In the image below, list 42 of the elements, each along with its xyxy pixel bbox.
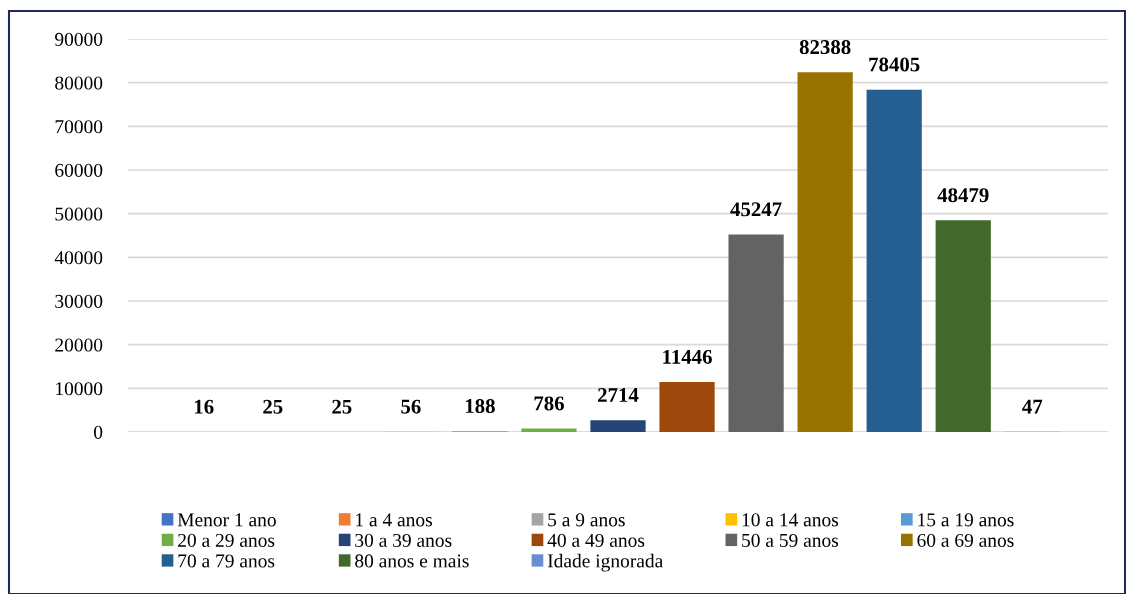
- legend-label: 30 a 39 anos: [355, 533, 452, 547]
- bar: [728, 234, 784, 432]
- legend-label: 1 a 4 anos: [356, 513, 432, 527]
- data-label: 25: [332, 399, 352, 414]
- data-label: 25: [263, 399, 283, 414]
- data-label: 11446: [663, 349, 712, 364]
- y-tick-label: 50000: [55, 207, 103, 221]
- legend-label: 40 a 49 anos: [547, 533, 645, 547]
- data-label: 2714: [598, 388, 639, 402]
- data-label: 82388: [799, 40, 851, 55]
- y-tick-label: 20000: [55, 338, 103, 352]
- data-label: 188: [465, 399, 495, 414]
- y-tick-label: 80000: [55, 76, 103, 90]
- bar: [659, 382, 715, 432]
- y-tick-label: 40000: [54, 251, 103, 265]
- legend-label: 5 a 9 anos: [548, 513, 625, 527]
- legend-label: 10 a 14 anos: [742, 513, 839, 527]
- legend-label: 70 a 79 anos: [178, 554, 275, 568]
- data-label: 48479: [937, 188, 989, 203]
- data-label: 47: [1022, 399, 1043, 414]
- legend-label: Idade ignorada: [547, 553, 663, 572]
- y-tick-label: 90000: [55, 32, 103, 46]
- data-label: 786: [534, 396, 564, 411]
- legend-label: 50 a 59 anos: [742, 533, 839, 547]
- data-label: 78405: [869, 57, 920, 72]
- data-label: 56: [401, 399, 421, 414]
- legend-label: 20 a 29 anos: [178, 533, 275, 547]
- bar: [590, 420, 646, 432]
- y-tick-label: 70000: [55, 120, 103, 134]
- y-tick-label: 60000: [55, 163, 103, 177]
- legend-label: 15 a 19 anos: [918, 513, 1014, 527]
- bar: [935, 220, 991, 432]
- legend-label: 60 a 69 anos: [917, 533, 1014, 547]
- legend-label: Menor 1 ano: [177, 513, 276, 527]
- legend-label: 80 anos e mais: [355, 554, 469, 568]
- y-tick-label: 30000: [55, 294, 103, 308]
- y-tick-label: 0: [94, 425, 103, 439]
- y-tick-label: 10000: [56, 382, 103, 396]
- data-label: 16: [194, 399, 214, 414]
- bar: [866, 89, 922, 432]
- bar: [797, 72, 853, 432]
- data-label: 45247: [730, 202, 782, 217]
